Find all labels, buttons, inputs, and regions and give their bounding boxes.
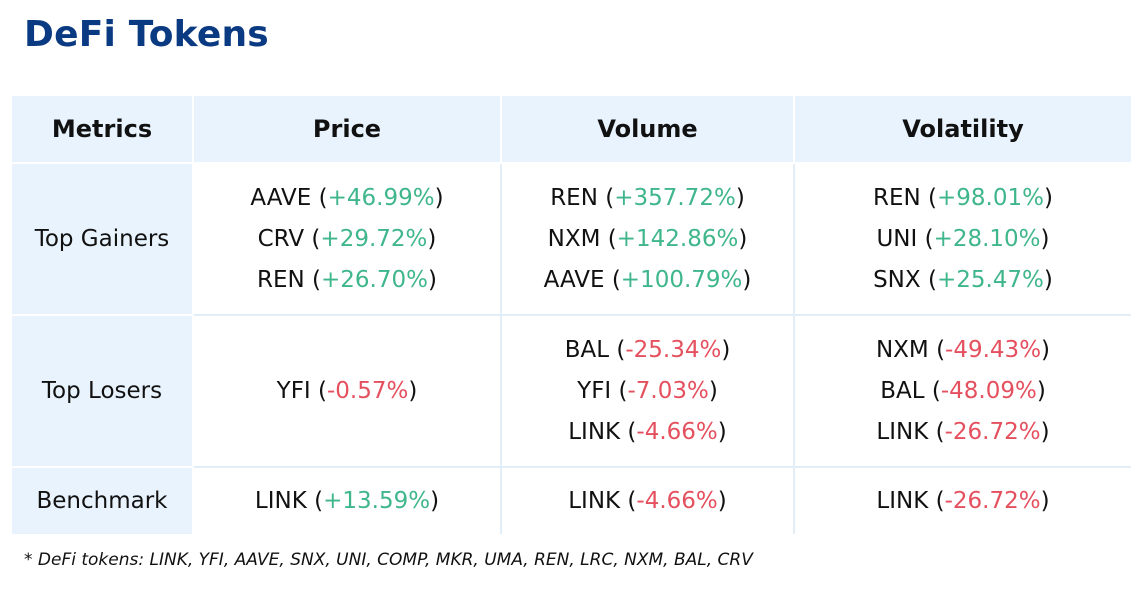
token-symbol: NXM (	[875, 336, 946, 363]
token-change: +46.99%	[327, 184, 435, 211]
token-entry: BAL (-48.09%)	[795, 371, 1131, 412]
header-volume: Volume	[501, 96, 795, 164]
token-entry: LINK (-4.66%)	[502, 412, 793, 453]
close-paren: )	[1036, 377, 1046, 404]
token-entry: SNX (+25.47%)	[795, 260, 1131, 301]
token-symbol: SNX (	[873, 266, 937, 293]
token-change: +29.72%	[320, 225, 428, 252]
close-paren: )	[1040, 418, 1050, 445]
token-entry: CRV (+29.72%)	[194, 219, 500, 260]
close-paren: )	[721, 336, 731, 363]
token-symbol: YFI (	[276, 377, 327, 404]
close-paren: )	[717, 418, 727, 445]
token-change: -26.72%	[944, 418, 1041, 445]
token-symbol: LINK (	[568, 418, 637, 445]
header-price: Price	[193, 96, 502, 164]
token-change: +26.70%	[321, 266, 428, 293]
close-paren: )	[708, 377, 718, 404]
close-paren: )	[735, 184, 745, 211]
token-entry: AAVE (+46.99%)	[194, 178, 500, 219]
row-label-top-losers: Top Losers	[12, 315, 194, 468]
token-entry: REN (+357.72%)	[502, 178, 793, 219]
token-entry: AAVE (+100.79%)	[502, 260, 793, 301]
token-change: -0.57%	[327, 377, 409, 404]
close-paren: )	[738, 225, 748, 252]
token-change: -4.66%	[636, 418, 718, 445]
token-entry: REN (+98.01%)	[795, 178, 1131, 219]
footnote: * DeFi tokens: LINK, YFI, AAVE, SNX, UNI…	[24, 550, 753, 570]
token-symbol: BAL (	[564, 336, 626, 363]
cell-price: AAVE (+46.99%) CRV (+29.72%) REN (+26.70%)	[193, 163, 502, 316]
close-paren: )	[427, 225, 437, 252]
token-change: +13.59%	[323, 487, 431, 514]
token-symbol: REN (	[257, 266, 322, 293]
token-change: +100.79%	[620, 266, 743, 293]
token-symbol: AAVE (	[543, 266, 621, 293]
cell-volume: REN (+357.72%) NXM (+142.86%) AAVE (+100.7…	[501, 163, 795, 316]
token-symbol: REN (	[873, 184, 938, 211]
token-change: +142.86%	[616, 225, 739, 252]
table-header-row: Metrics Price Volume Volatility	[12, 96, 1131, 164]
token-symbol: UNI (	[876, 225, 934, 252]
token-change: +98.01%	[937, 184, 1044, 211]
token-symbol: REN (	[550, 184, 615, 211]
table-row-top-gainers: Top Gainers AAVE (+46.99%) CRV (+29.72%) R…	[12, 163, 1131, 316]
token-symbol: LINK (	[876, 418, 945, 445]
token-entry: LINK (-26.72%)	[795, 412, 1131, 453]
cell-price: LINK (+13.59%)	[193, 467, 502, 534]
defi-metrics-table: Metrics Price Volume Volatility Top Gain…	[12, 96, 1131, 534]
close-paren: )	[717, 487, 727, 514]
close-paren: )	[742, 266, 752, 293]
token-entry: REN (+26.70%)	[194, 260, 500, 301]
token-change: -48.09%	[940, 377, 1037, 404]
close-paren: )	[1040, 225, 1050, 252]
token-symbol: CRV (	[257, 225, 321, 252]
token-entry: BAL (-25.34%)	[502, 330, 793, 371]
header-metrics: Metrics	[12, 96, 194, 164]
token-entry: UNI (+28.10%)	[795, 219, 1131, 260]
token-entry: YFI (-7.03%)	[502, 371, 793, 412]
cell-volatility: NXM (-49.43%) BAL (-48.09%) LINK (-26.72%)	[794, 315, 1131, 468]
token-symbol: NXM (	[547, 225, 617, 252]
row-label-benchmark: Benchmark	[12, 467, 194, 534]
close-paren: )	[434, 184, 444, 211]
token-entry: LINK (-4.66%)	[502, 481, 793, 522]
token-entry: NXM (+142.86%)	[502, 219, 793, 260]
cell-volume: BAL (-25.34%) YFI (-7.03%) LINK (-4.66%)	[501, 315, 795, 468]
token-change: -49.43%	[945, 336, 1042, 363]
close-paren: )	[430, 487, 440, 514]
token-change: -7.03%	[627, 377, 709, 404]
token-symbol: BAL (	[880, 377, 941, 404]
cell-price: YFI (-0.57%)	[193, 315, 502, 468]
row-label-top-gainers: Top Gainers	[12, 163, 194, 316]
token-entry: LINK (+13.59%)	[194, 481, 500, 522]
close-paren: )	[1041, 336, 1051, 363]
token-change: -26.72%	[944, 487, 1041, 514]
cell-volume: LINK (-4.66%)	[501, 467, 795, 534]
token-symbol: LINK (	[568, 487, 637, 514]
cell-volatility: LINK (-26.72%)	[794, 467, 1131, 534]
token-symbol: AAVE (	[250, 184, 328, 211]
header-volatility: Volatility	[794, 96, 1131, 164]
token-entry: NXM (-49.43%)	[795, 330, 1131, 371]
token-change: -25.34%	[625, 336, 722, 363]
close-paren: )	[408, 377, 418, 404]
token-change: +28.10%	[933, 225, 1041, 252]
token-symbol: YFI (	[577, 377, 628, 404]
token-symbol: LINK (	[876, 487, 945, 514]
close-paren: )	[1044, 184, 1053, 211]
token-change: -4.66%	[636, 487, 718, 514]
token-symbol: LINK (	[254, 487, 324, 514]
token-entry: YFI (-0.57%)	[194, 371, 500, 412]
cell-volatility: REN (+98.01%) UNI (+28.10%) SNX (+25.47%)	[794, 163, 1131, 316]
token-change: +357.72%	[614, 184, 736, 211]
close-paren: )	[428, 266, 437, 293]
close-paren: )	[1043, 266, 1053, 293]
page-title: DeFi Tokens	[24, 14, 269, 55]
token-entry: LINK (-26.72%)	[795, 481, 1131, 522]
token-change: +25.47%	[936, 266, 1044, 293]
close-paren: )	[1040, 487, 1050, 514]
table-row-top-losers: Top Losers YFI (-0.57%) BAL (-25.34%) YFI…	[12, 315, 1131, 468]
table-row-benchmark: Benchmark LINK (+13.59%) LINK (-4.66%) L…	[12, 467, 1131, 534]
